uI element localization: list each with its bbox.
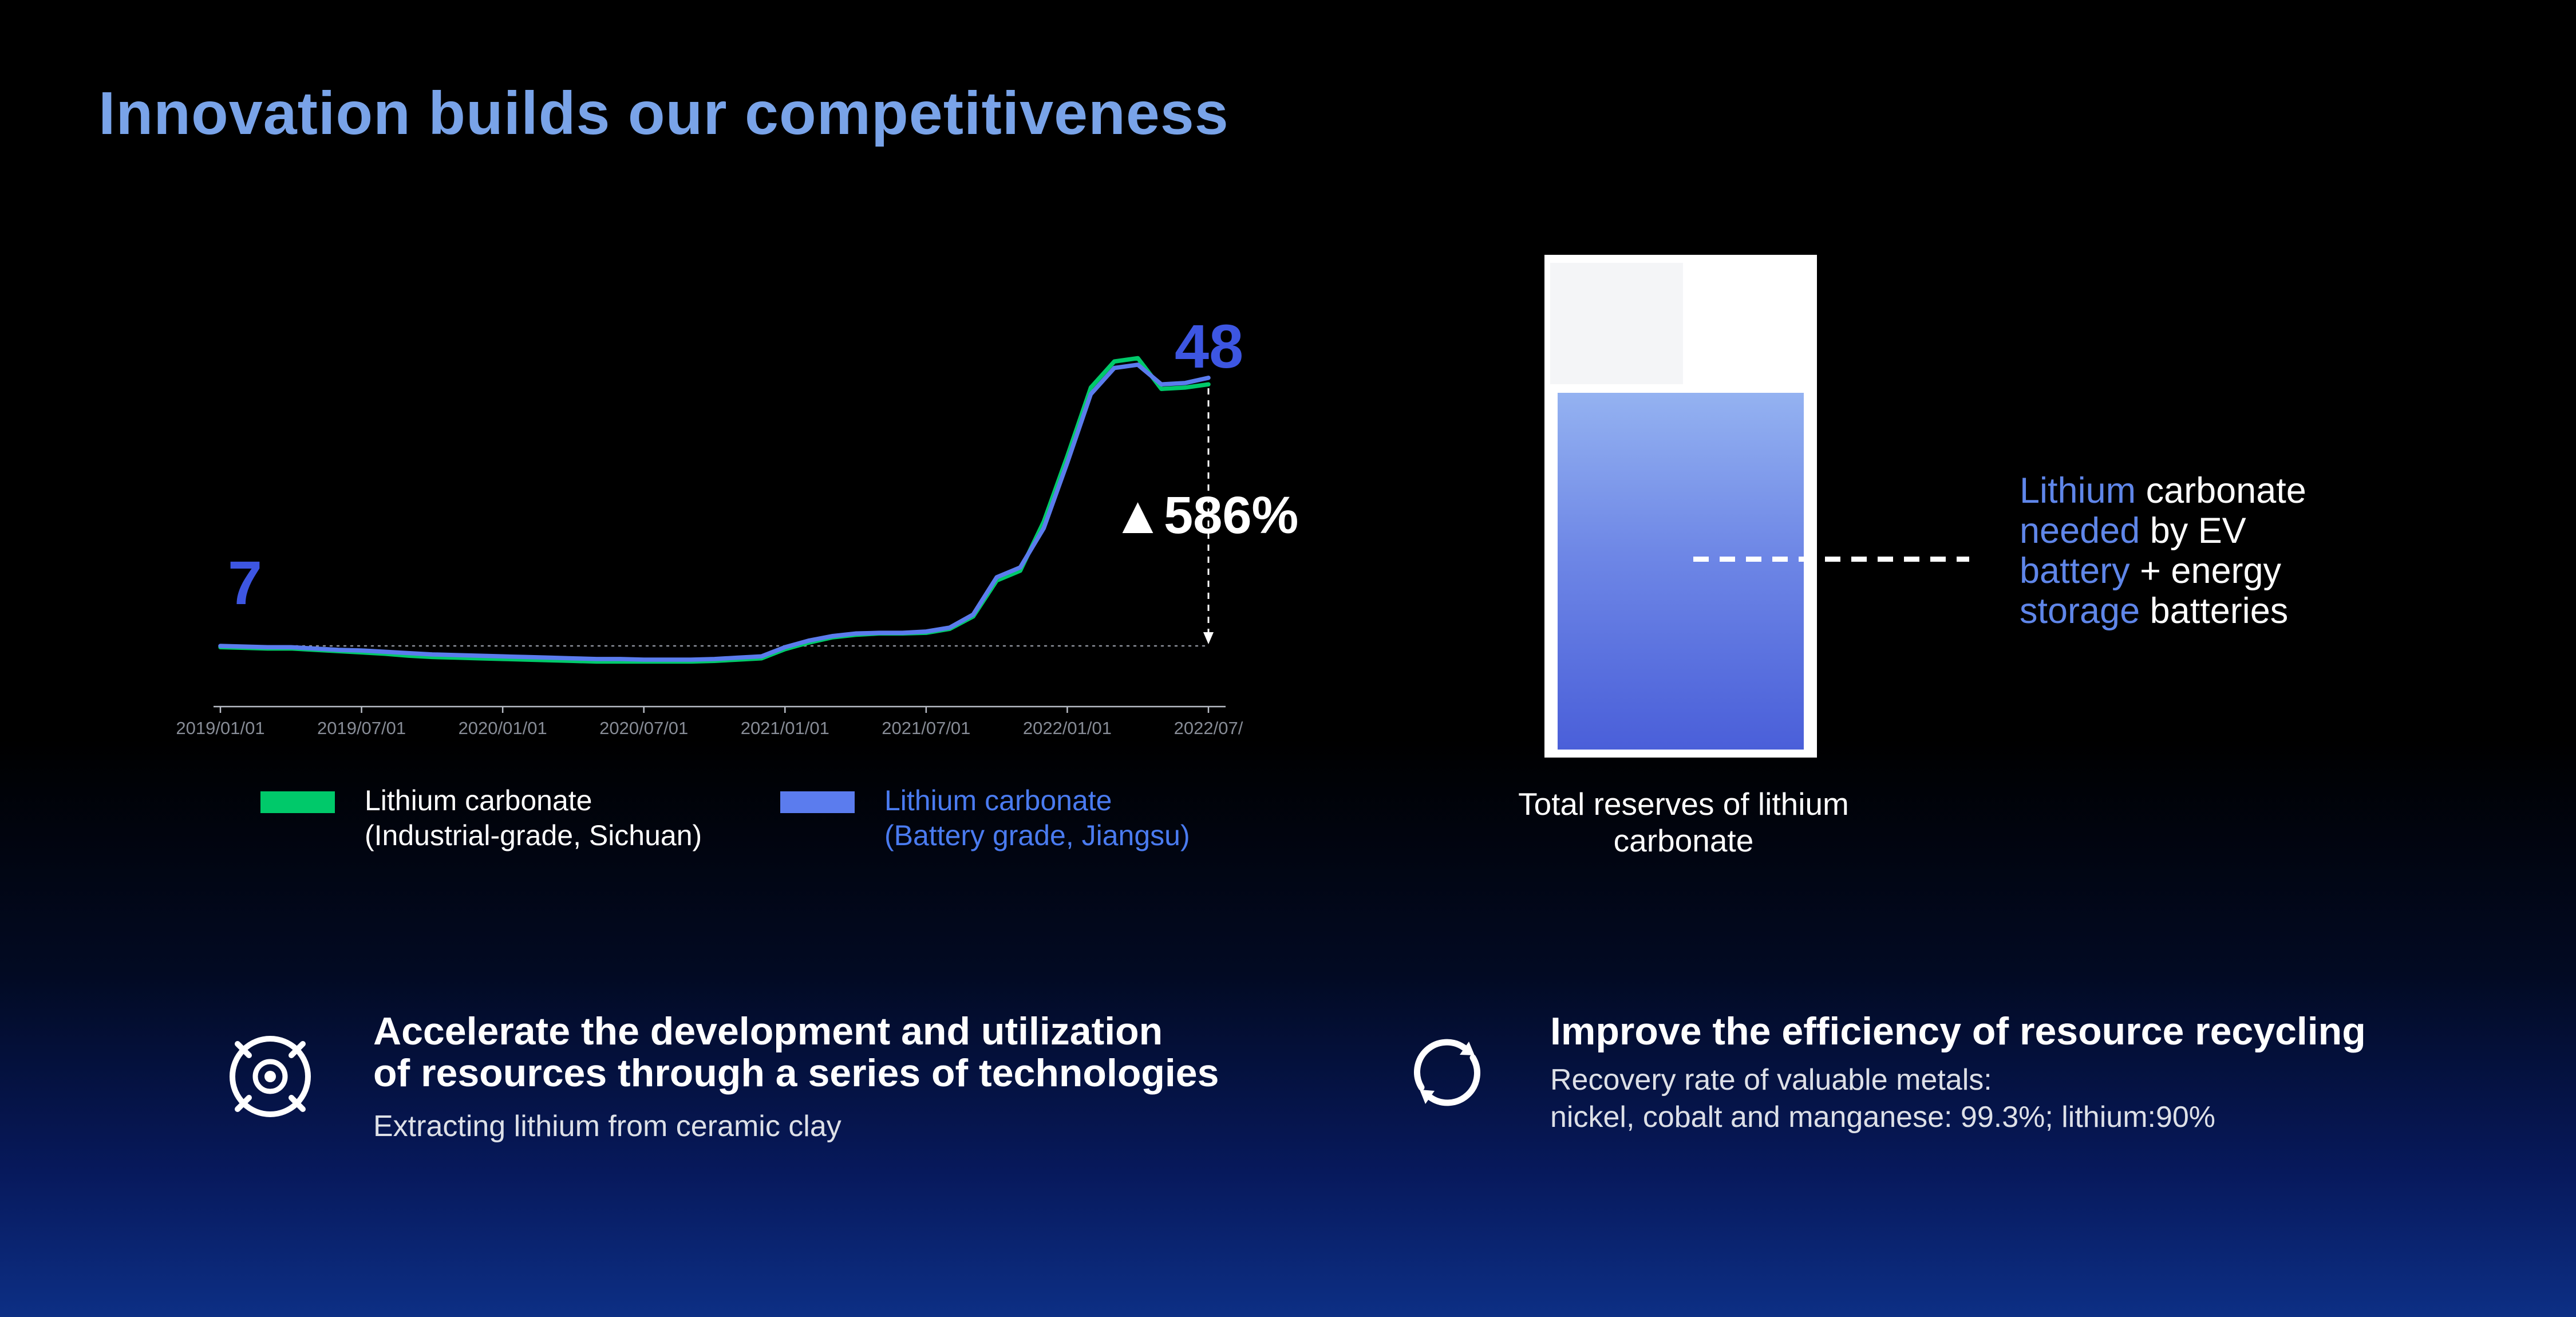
- legend-item-industrial-grade: Lithium carbonate (Industrial-grade, Sic…: [260, 783, 702, 853]
- tank-fill-level: [1558, 393, 1804, 750]
- page-title: Innovation builds our competitiveness: [98, 80, 1229, 147]
- dashed-pointer-line: [1693, 557, 1969, 562]
- reserves-tank: [1544, 255, 1817, 758]
- tank-shine: [1550, 263, 1683, 384]
- feature-title: Accelerate the development and utilizati…: [373, 1010, 1219, 1095]
- feature-text: Accelerate the development and utilizati…: [373, 1011, 1219, 1145]
- svg-text:2022/07/: 2022/07/: [1174, 718, 1243, 738]
- legend-swatch-blue: [780, 791, 855, 813]
- lithium-price-chart: 2019/01/01 2019/07/01 2020/01/01 2020/07/01…: [172, 286, 1259, 762]
- recycle-icon: [1401, 1027, 1493, 1136]
- feature-title: Improve the efficiency of resource recyc…: [1550, 1010, 2366, 1053]
- annotation-line: battery + energy: [2020, 551, 2282, 591]
- legend-item-battery-grade: Lithium carbonate (Battery grade, Jiangs…: [780, 783, 1190, 853]
- legend-swatch-green: [260, 791, 335, 813]
- tank-annotation: Lithium carbonate needed by EV battery +…: [2020, 471, 2306, 631]
- feature-resource-development: Accelerate the development and utilizati…: [220, 1011, 1219, 1145]
- chart-delta-label: ▲586%: [1112, 486, 1299, 545]
- legend-label: Lithium carbonate (Industrial-grade, Sic…: [365, 784, 702, 851]
- feature-subtitle: Recovery rate of valuable metals: nickel…: [1550, 1063, 2216, 1134]
- tank-caption: Total reserves of lithium carbonate: [1518, 786, 1849, 858]
- annotation-line: needed by EV: [2020, 511, 2246, 551]
- svg-text:2020/07/01: 2020/07/01: [599, 718, 688, 738]
- svg-text:2020/01/01: 2020/01/01: [459, 718, 547, 738]
- svg-text:2021/07/01: 2021/07/01: [882, 718, 970, 738]
- svg-text:2019/07/01: 2019/07/01: [317, 718, 406, 738]
- feature-resource-recycling: Improve the efficiency of resource recyc…: [1401, 1011, 2366, 1136]
- svg-text:2019/01/01: 2019/01/01: [176, 718, 264, 738]
- annotation-line: Lithium carbonate: [2020, 471, 2306, 511]
- feature-subtitle: Extracting lithium from ceramic clay: [373, 1109, 841, 1143]
- chart-end-value: 48: [1175, 311, 1244, 381]
- price-chart-svg: 2019/01/01 2019/07/01 2020/01/01 2020/07/01…: [176, 356, 1243, 738]
- target-icon: [220, 1027, 321, 1145]
- chart-start-value: 7: [228, 548, 263, 617]
- legend-label: Lithium carbonate (Battery grade, Jiangs…: [884, 784, 1190, 851]
- feature-text: Improve the efficiency of resource recyc…: [1550, 1011, 2366, 1136]
- svg-text:2022/01/01: 2022/01/01: [1023, 718, 1112, 738]
- svg-text:2021/01/01: 2021/01/01: [741, 718, 829, 738]
- annotation-line: storage batteries: [2020, 591, 2289, 631]
